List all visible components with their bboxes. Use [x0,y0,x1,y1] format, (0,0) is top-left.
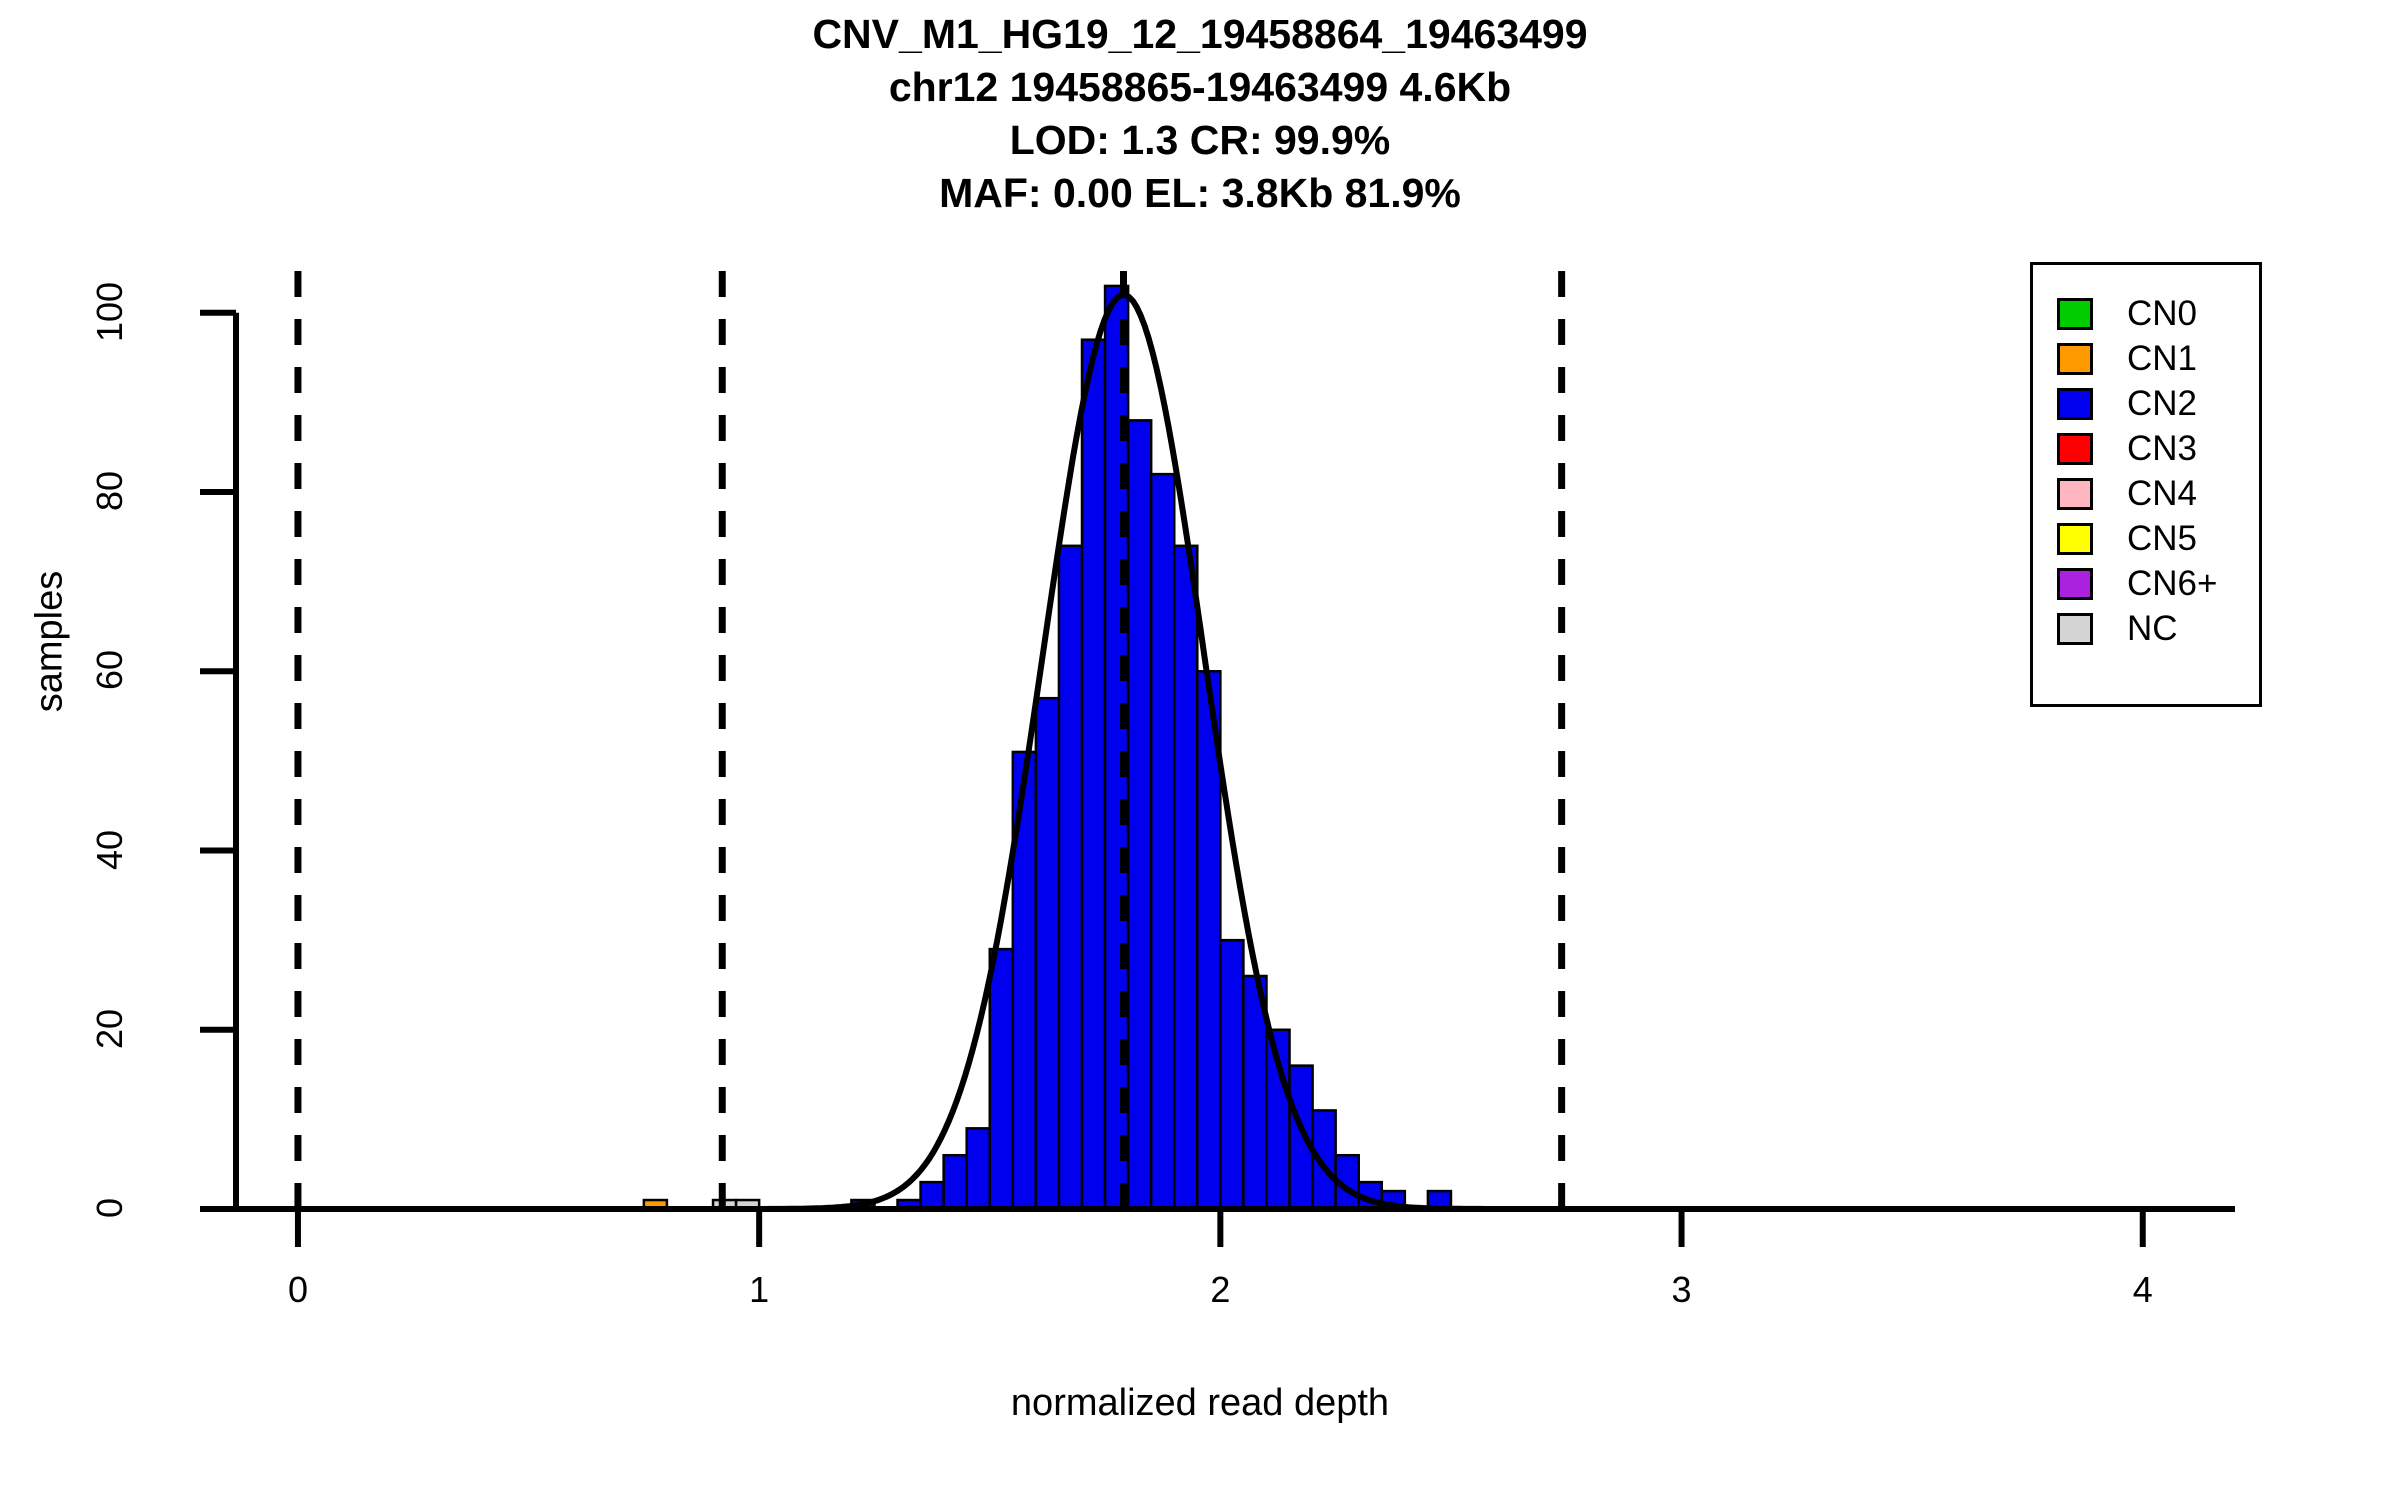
histogram-bar [1034,696,1061,1211]
legend-item-cn5[interactable]: CN5 [2033,516,2259,561]
histogram-bar [1172,544,1199,1211]
legend-item-label: CN6+ [2127,563,2218,603]
legend-item-label: CN3 [2127,428,2198,468]
legend-item-nc[interactable]: NC [2033,606,2259,651]
x-tick-label: 3 [1671,1269,1692,1310]
x-tick-label: 1 [749,1269,770,1310]
legend: CN0 CN1 CN2 CN3 CN4 CN5 CN6+ NC [2030,262,2262,707]
legend-item-label: CN2 [2127,383,2198,423]
histogram-bar [965,1127,992,1211]
histogram-bar [1080,338,1107,1211]
legend-item-label: NC [2127,608,2178,648]
histogram-bar [1219,938,1245,1211]
legend-item-cn2[interactable]: CN2 [2033,381,2259,426]
legend-item-cn3[interactable]: CN3 [2033,426,2259,471]
x-tick-label: 4 [2132,1269,2153,1310]
legend-item-cn0[interactable]: CN0 [2033,291,2259,336]
histogram-bar [919,1180,945,1211]
legend-item-cn1[interactable]: CN1 [2033,336,2259,381]
legend-swatch-icon [2057,387,2093,420]
legend-item-cn6plus[interactable]: CN6+ [2033,561,2259,606]
histogram-bar [1057,544,1084,1211]
y-axis-label: samples [28,570,71,713]
legend-item-label: CN5 [2127,518,2198,558]
y-tick-label: 0 [89,1197,130,1219]
x-axis-label: normalized read depth [1010,1382,1390,1424]
legend-item-label: CN4 [2127,473,2198,513]
legend-swatch-icon [2057,567,2093,600]
histogram-bar [1126,419,1153,1211]
y-tick-label: 60 [89,650,130,691]
y-tick-label: 100 [89,281,130,342]
y-tick-label: 80 [89,471,130,512]
legend-swatch-icon [2057,432,2093,465]
legend-swatch-icon [2057,342,2093,375]
legend-item-label: CN1 [2127,338,2198,378]
y-tick-label: 20 [89,1008,130,1049]
y-tick-label: 40 [89,829,130,870]
histogram-bar [988,947,1015,1211]
x-tick-label: 2 [1210,1269,1231,1310]
histogram-bar [1288,1064,1314,1211]
legend-swatch-icon [2057,522,2093,555]
legend-swatch-icon [2057,297,2093,330]
legend-item-cn4[interactable]: CN4 [2033,471,2259,516]
histogram-bar [1149,472,1176,1211]
legend-item-label: CN0 [2127,293,2198,333]
histogram-bar [942,1153,968,1211]
x-tick-label: 0 [287,1269,308,1310]
legend-swatch-icon [2057,612,2093,645]
legend-swatch-icon [2057,477,2093,510]
